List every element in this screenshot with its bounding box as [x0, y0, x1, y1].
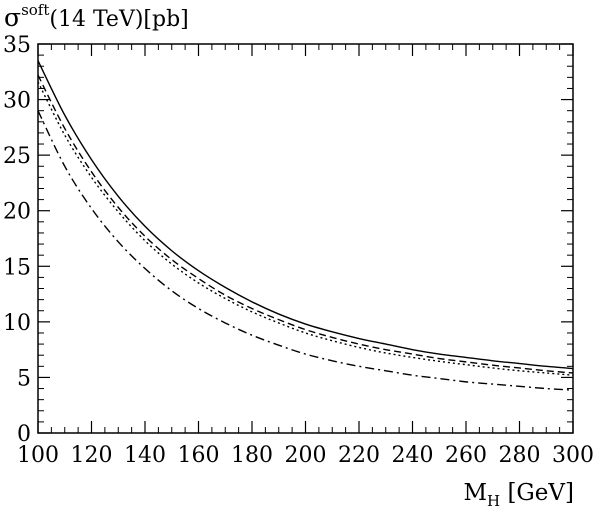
- y-tick-label: 5: [17, 366, 31, 391]
- x-tick-label: 300: [552, 443, 594, 468]
- series-line-dashdot: [37, 110, 574, 391]
- series-line-dashed: [37, 74, 574, 374]
- x-tick-label: 100: [17, 443, 59, 468]
- series-line-solid: [37, 60, 574, 370]
- y-tick-label: 25: [3, 144, 31, 169]
- y-tick-label: 30: [3, 89, 31, 114]
- x-tick-label: 220: [338, 443, 380, 468]
- y-tick-label: 20: [3, 200, 31, 225]
- x-axis-title-main: M: [463, 480, 487, 506]
- x-tick-label: 280: [499, 443, 541, 468]
- y-tick-label: 10: [3, 311, 31, 336]
- x-axis-title-sub: H: [487, 492, 500, 510]
- series-lines: [37, 60, 574, 391]
- x-tick-label: 160: [178, 443, 220, 468]
- x-axis-title: MH [GeV]: [463, 480, 574, 510]
- x-tick-label: 180: [231, 443, 273, 468]
- x-tick-label: 120: [71, 443, 113, 468]
- x-tick-label: 240: [392, 443, 434, 468]
- x-tick-label: 260: [445, 443, 487, 468]
- y-tick-label: 35: [3, 33, 31, 58]
- tick-labels: 100 120 140 160 180 200 220 240 260 280 300 0 5 10 15 2…: [3, 33, 594, 468]
- x-tick-label: 140: [124, 443, 166, 468]
- y-tick-label: 15: [3, 255, 31, 280]
- x-axis-title-rest: [GeV]: [500, 480, 574, 506]
- x-tick-label: 200: [285, 443, 327, 468]
- y-axis-title-rest: (14 TeV)[pb]: [49, 7, 188, 32]
- series-line-dotted: [37, 81, 574, 376]
- axis-ticks: [37, 43, 574, 434]
- plot-frame: [37, 43, 574, 434]
- y-axis-title: σsoft(14 TeV)[pb]: [4, 1, 189, 32]
- y-tick-label: 0: [17, 422, 31, 447]
- y-axis-title-main: σ: [4, 3, 21, 32]
- y-axis-title-sup: soft: [21, 1, 49, 19]
